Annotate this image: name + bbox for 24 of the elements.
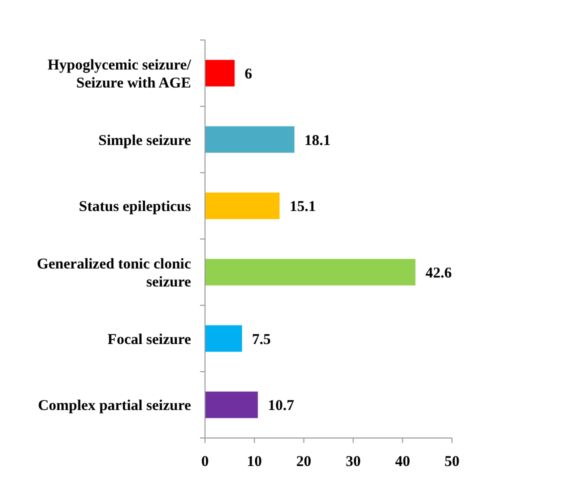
x-tick-label: 50 bbox=[444, 454, 460, 470]
x-tick-label: 30 bbox=[346, 454, 361, 470]
y-tick-label: Complex partial seizure bbox=[38, 398, 192, 414]
x-tick-label: 40 bbox=[395, 454, 410, 470]
y-tick-label: Focal seizure bbox=[108, 332, 192, 348]
x-tick-label: 0 bbox=[201, 454, 209, 470]
x-tick-label: 20 bbox=[296, 454, 312, 470]
data-label: 42.6 bbox=[425, 265, 452, 282]
bar bbox=[205, 325, 242, 352]
data-label: 18.1 bbox=[304, 132, 331, 149]
x-tick-label: 10 bbox=[246, 454, 262, 470]
bar bbox=[205, 392, 258, 418]
data-label: 10.7 bbox=[268, 398, 295, 414]
bar bbox=[205, 60, 235, 86]
y-tick-label: Hypoglycemic seizure/ Seizure with AGE bbox=[48, 57, 192, 92]
bar bbox=[205, 258, 416, 286]
data-label: 7.5 bbox=[252, 332, 271, 348]
y-tick-label: Generalized tonic clonic seizure bbox=[36, 256, 192, 290]
data-label: 15.1 bbox=[290, 199, 316, 216]
bar bbox=[205, 192, 280, 220]
y-tick-label: Simple seizure bbox=[98, 132, 192, 149]
data-label: 6 bbox=[244, 66, 253, 82]
y-tick-label: Status epilepticus bbox=[78, 199, 192, 216]
bar bbox=[205, 126, 294, 153]
